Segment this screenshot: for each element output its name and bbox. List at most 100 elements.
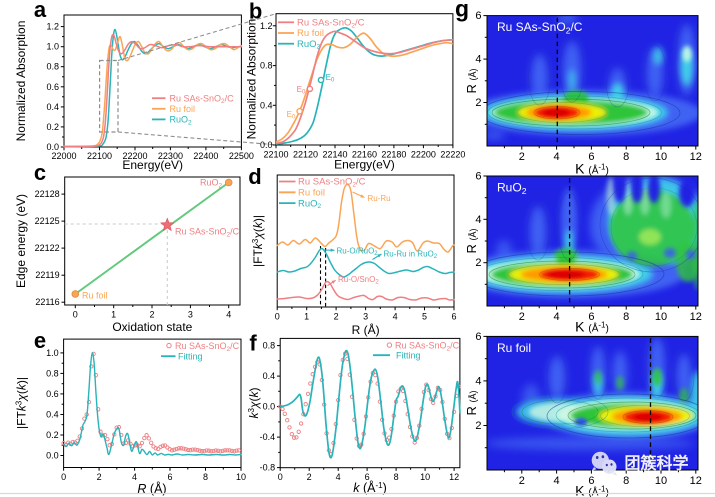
svg-text:22116: 22116 <box>35 297 59 307</box>
svg-text:22400: 22400 <box>193 151 218 161</box>
svg-text:Ru-O/RuO2: Ru-O/RuO2 <box>337 246 379 256</box>
svg-text:4: 4 <box>336 472 341 482</box>
svg-text:8: 8 <box>394 472 399 482</box>
svg-text:22122: 22122 <box>35 243 60 253</box>
svg-text:5: 5 <box>422 312 427 322</box>
svg-text:8: 8 <box>623 475 629 487</box>
svg-text:b: b <box>249 0 262 24</box>
svg-text:RuO2: RuO2 <box>297 39 321 51</box>
svg-text:0.8: 0.8 <box>46 62 59 72</box>
svg-text:22140: 22140 <box>322 150 347 160</box>
svg-text:10: 10 <box>655 151 667 163</box>
svg-text:2: 2 <box>519 311 525 323</box>
svg-text:|FTk3χ(k)|: |FTk3χ(k)| <box>15 377 29 429</box>
svg-text:4: 4 <box>226 310 231 320</box>
svg-text:R (Å): R (Å) <box>464 69 479 94</box>
svg-text:Ru foil: Ru foil <box>298 188 325 199</box>
svg-text:Normalized Absorption: Normalized Absorption <box>14 21 28 142</box>
svg-text:6: 6 <box>475 331 481 343</box>
svg-text:22125: 22125 <box>35 216 60 226</box>
svg-text:22120: 22120 <box>293 150 318 160</box>
svg-text:Ru SAs-SnO2/C: Ru SAs-SnO2/C <box>175 227 240 239</box>
svg-text:12: 12 <box>690 475 702 487</box>
svg-text:0.8: 0.8 <box>263 341 276 351</box>
svg-text:22128: 22128 <box>35 189 60 199</box>
svg-text:0.4: 0.4 <box>46 409 59 419</box>
svg-text:c: c <box>34 160 46 185</box>
svg-text:a: a <box>34 0 47 22</box>
svg-text:6: 6 <box>452 312 457 322</box>
svg-text:4: 4 <box>132 472 137 482</box>
svg-text:4: 4 <box>393 312 398 322</box>
svg-text:Fitting: Fitting <box>396 351 421 361</box>
svg-text:E0: E0 <box>297 85 306 96</box>
svg-text:6: 6 <box>475 171 481 183</box>
svg-text:Energy(eV): Energy(eV) <box>334 158 395 172</box>
svg-text:2: 2 <box>475 97 481 109</box>
svg-text:22300: 22300 <box>158 151 183 161</box>
svg-text:0.0: 0.0 <box>260 140 273 150</box>
svg-text:e: e <box>34 328 46 353</box>
svg-text:Ru foil: Ru foil <box>82 291 108 301</box>
svg-text:0.8: 0.8 <box>46 368 59 378</box>
svg-text:0.0: 0.0 <box>263 402 276 412</box>
svg-text:4: 4 <box>475 214 481 226</box>
svg-text:1: 1 <box>304 312 309 322</box>
svg-text:R (Å): R (Å) <box>464 229 479 254</box>
svg-text:-0.4: -0.4 <box>260 432 276 442</box>
svg-text:Edge energy (eV): Edge energy (eV) <box>14 194 28 288</box>
svg-text:6: 6 <box>588 151 594 163</box>
svg-text:Normalized Absorption: Normalized Absorption <box>245 19 259 140</box>
svg-text:0: 0 <box>275 312 280 322</box>
svg-text:10: 10 <box>236 472 246 482</box>
svg-text:Ru-O/SnO2: Ru-O/SnO2 <box>338 275 379 286</box>
svg-text:Ru foil: Ru foil <box>170 104 196 114</box>
svg-text:2: 2 <box>149 310 154 320</box>
svg-text:Ru-Ru: Ru-Ru <box>368 194 391 203</box>
svg-text:6: 6 <box>588 475 594 487</box>
svg-text:4: 4 <box>554 475 560 487</box>
svg-text:22220: 22220 <box>440 150 465 160</box>
svg-text:Ru-Ru in RuO2: Ru-Ru in RuO2 <box>384 250 438 261</box>
svg-text:Ru foil: Ru foil <box>297 28 324 39</box>
svg-text:0.6: 0.6 <box>46 82 59 92</box>
svg-text:22119: 22119 <box>35 270 59 280</box>
svg-text:22100: 22100 <box>263 150 288 160</box>
svg-text:22500: 22500 <box>229 151 254 161</box>
svg-text:22000: 22000 <box>51 151 76 161</box>
svg-text:d: d <box>248 164 261 189</box>
svg-text:2: 2 <box>307 472 312 482</box>
svg-text:0.6: 0.6 <box>46 389 59 399</box>
svg-text:2: 2 <box>519 151 525 163</box>
svg-text:6: 6 <box>475 10 481 22</box>
svg-text:0.2: 0.2 <box>46 122 59 132</box>
svg-text:10: 10 <box>655 475 667 487</box>
svg-text:Ru foil: Ru foil <box>497 341 531 355</box>
svg-text:k3χ(k): k3χ(k) <box>247 387 261 418</box>
svg-text:|FTk3χ(k)|: |FTk3χ(k)| <box>251 215 265 267</box>
svg-text:0.2: 0.2 <box>46 430 59 440</box>
svg-text:4: 4 <box>554 151 560 163</box>
svg-text:0.4: 0.4 <box>46 102 59 112</box>
svg-text:1.2: 1.2 <box>46 22 59 32</box>
svg-text:Ru SAs-SnO2/C: Ru SAs-SnO2/C <box>175 341 240 353</box>
svg-text:4: 4 <box>475 375 481 387</box>
svg-text:2: 2 <box>475 257 481 269</box>
svg-text:1.0: 1.0 <box>46 42 59 52</box>
svg-text:Ru SAs-SnO2/C: Ru SAs-SnO2/C <box>395 341 460 353</box>
svg-text:RuO2: RuO2 <box>170 115 193 127</box>
svg-text:3: 3 <box>363 312 368 322</box>
svg-text:2: 2 <box>97 472 102 482</box>
svg-text:4: 4 <box>475 54 481 66</box>
svg-text:0.4: 0.4 <box>260 100 273 110</box>
svg-text:g: g <box>455 0 469 22</box>
svg-text:2: 2 <box>475 420 481 432</box>
svg-text:1.0: 1.0 <box>46 348 59 358</box>
svg-text:1.2: 1.2 <box>260 21 273 31</box>
svg-text:Oxidation state: Oxidation state <box>112 320 192 334</box>
svg-text:22180: 22180 <box>381 150 406 160</box>
svg-text:-0.8: -0.8 <box>260 463 276 473</box>
svg-text:Fitting: Fitting <box>178 352 203 362</box>
svg-text:Ru SAs-SnO2/C: Ru SAs-SnO2/C <box>497 20 583 35</box>
svg-text:1: 1 <box>111 310 116 320</box>
